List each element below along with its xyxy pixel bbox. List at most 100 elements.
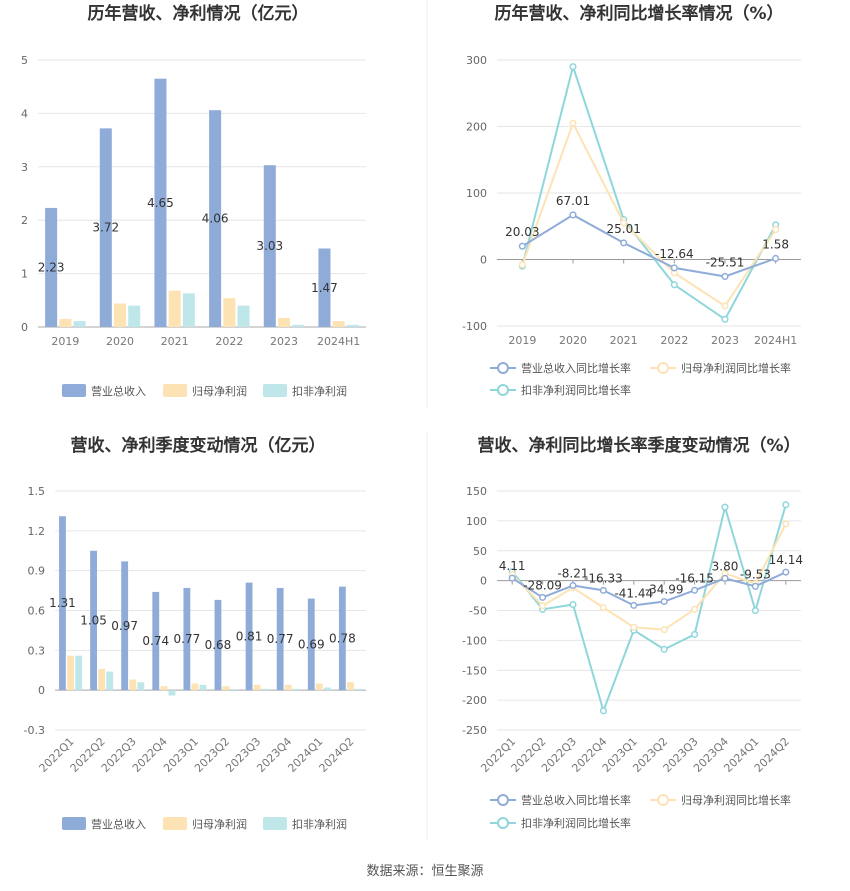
bar-2 xyxy=(59,318,72,327)
bar-value-label: 3.03 xyxy=(256,239,283,253)
data-point xyxy=(772,226,780,234)
bar-value-label: 0.97 xyxy=(111,619,138,633)
bar-3 xyxy=(137,682,145,691)
data-point xyxy=(691,586,699,594)
bar-2 xyxy=(223,298,236,327)
point-value-label: 14.14 xyxy=(769,553,803,567)
point-value-label: 67.01 xyxy=(556,194,590,208)
bar-value-label: 4.65 xyxy=(147,196,174,210)
data-point xyxy=(782,568,790,576)
bar-3 xyxy=(106,671,114,691)
legend-label: 营业总收入同比增长率 xyxy=(521,361,631,375)
chart-title: 营收、净利季度变动情况（亿元） xyxy=(71,435,326,456)
x-tick-label: 2023 xyxy=(711,334,739,347)
x-tick-label: 2021 xyxy=(610,334,638,347)
bar-value-label: 0.77 xyxy=(174,632,201,646)
bar-3 xyxy=(199,684,207,691)
bar-3 xyxy=(182,293,195,327)
bar-3 xyxy=(261,688,269,691)
legend-label: 归母净利润同比增长率 xyxy=(681,793,791,807)
legend-swatch xyxy=(163,384,187,397)
bar-3 xyxy=(128,305,141,327)
point-value-label: -25.51 xyxy=(706,255,745,269)
bar-value-label: 0.81 xyxy=(236,629,263,643)
data-point xyxy=(630,623,638,631)
bar-2 xyxy=(332,321,345,327)
bar-1 xyxy=(90,550,97,691)
bar-value-label: 3.72 xyxy=(92,221,119,235)
legend-label: 扣非净利润同比增长率 xyxy=(521,816,631,830)
data-point xyxy=(772,254,780,262)
chart-quarter-line: 营收、净利同比增长率季度变动情况（%） -250 -200 -150 -100 -50 0 5… xyxy=(462,435,803,830)
data-point xyxy=(599,707,607,715)
legend-marker xyxy=(497,817,509,829)
bar-3 xyxy=(324,687,331,691)
legend-label: 营业总收入 xyxy=(91,817,146,831)
y-tick-label: 2 xyxy=(21,214,28,227)
data-point xyxy=(518,261,526,269)
y-tick-label: 5 xyxy=(21,54,28,67)
bar-1 xyxy=(276,587,284,691)
bar-value-label: 1.31 xyxy=(49,596,76,610)
source-note: 数据来源：恒生聚源 xyxy=(366,864,484,879)
point-value-label: -16.15 xyxy=(675,571,714,585)
bar-3 xyxy=(292,324,305,327)
data-point xyxy=(620,239,628,247)
data-point xyxy=(599,586,607,594)
data-point xyxy=(660,626,668,634)
point-value-label: 20.03 xyxy=(505,225,539,239)
bar-2 xyxy=(222,686,230,691)
chart-title: 营收、净利同比增长率季度变动情况（%） xyxy=(477,435,800,456)
y-tick-label: 0.9 xyxy=(28,565,46,578)
data-point xyxy=(782,501,790,509)
data-point xyxy=(691,630,699,638)
bar-value-label: 0.77 xyxy=(267,632,294,646)
chart-title: 历年营收、净利情况（亿元） xyxy=(88,3,309,24)
y-tick-label: -250 xyxy=(462,724,487,737)
data-point xyxy=(569,211,577,219)
bar-3 xyxy=(292,688,300,691)
chart-annual-line: 历年营收、净利同比增长率情况（%） -100 0 100 200 300 2019 2020 2… xyxy=(462,3,801,397)
data-point xyxy=(751,606,759,615)
bar-value-label: 0.68 xyxy=(205,638,232,652)
data-point xyxy=(782,520,790,528)
legend-label: 归母净利润 xyxy=(192,817,247,831)
data-point xyxy=(539,593,547,601)
legend-swatch xyxy=(263,817,287,830)
bar-2 xyxy=(284,684,292,691)
x-tick-label: 2024Q2 xyxy=(317,735,357,775)
y-tick-label: 150 xyxy=(466,485,487,498)
bar-2 xyxy=(160,686,168,691)
legend-swatch xyxy=(263,384,287,397)
point-value-label: 25.01 xyxy=(606,222,640,236)
y-tick-label: -150 xyxy=(462,664,487,677)
data-point xyxy=(569,600,577,609)
y-tick-label: 0 xyxy=(480,575,487,588)
data-point xyxy=(721,503,729,511)
bar-value-label: 0.69 xyxy=(298,637,325,651)
bar-3 xyxy=(346,324,359,327)
bar-2 xyxy=(347,682,354,691)
data-point xyxy=(670,264,678,272)
y-tick-label: 50 xyxy=(473,545,487,558)
point-value-label: -12.64 xyxy=(655,247,694,261)
y-tick-label: -100 xyxy=(462,634,487,647)
y-tick-label: 1.2 xyxy=(28,525,46,538)
bar-1 xyxy=(318,248,331,327)
bar-2 xyxy=(191,683,199,691)
legend-label: 扣非净利润 xyxy=(292,384,347,398)
x-tick-label: 2022 xyxy=(660,334,688,347)
point-value-label: 3.80 xyxy=(712,559,739,573)
legend-marker xyxy=(497,362,509,374)
series-line-3 xyxy=(511,503,787,715)
x-tick-label: 2020 xyxy=(106,335,134,348)
legend-marker xyxy=(497,384,509,396)
y-tick-label: 200 xyxy=(466,121,487,134)
legend-swatch xyxy=(163,817,187,830)
data-point xyxy=(751,582,759,590)
bar-2 xyxy=(168,290,181,327)
x-tick-label: 2019 xyxy=(508,334,536,347)
x-tick-label: 2021 xyxy=(161,335,189,348)
x-tick-label: 2020 xyxy=(559,334,587,347)
